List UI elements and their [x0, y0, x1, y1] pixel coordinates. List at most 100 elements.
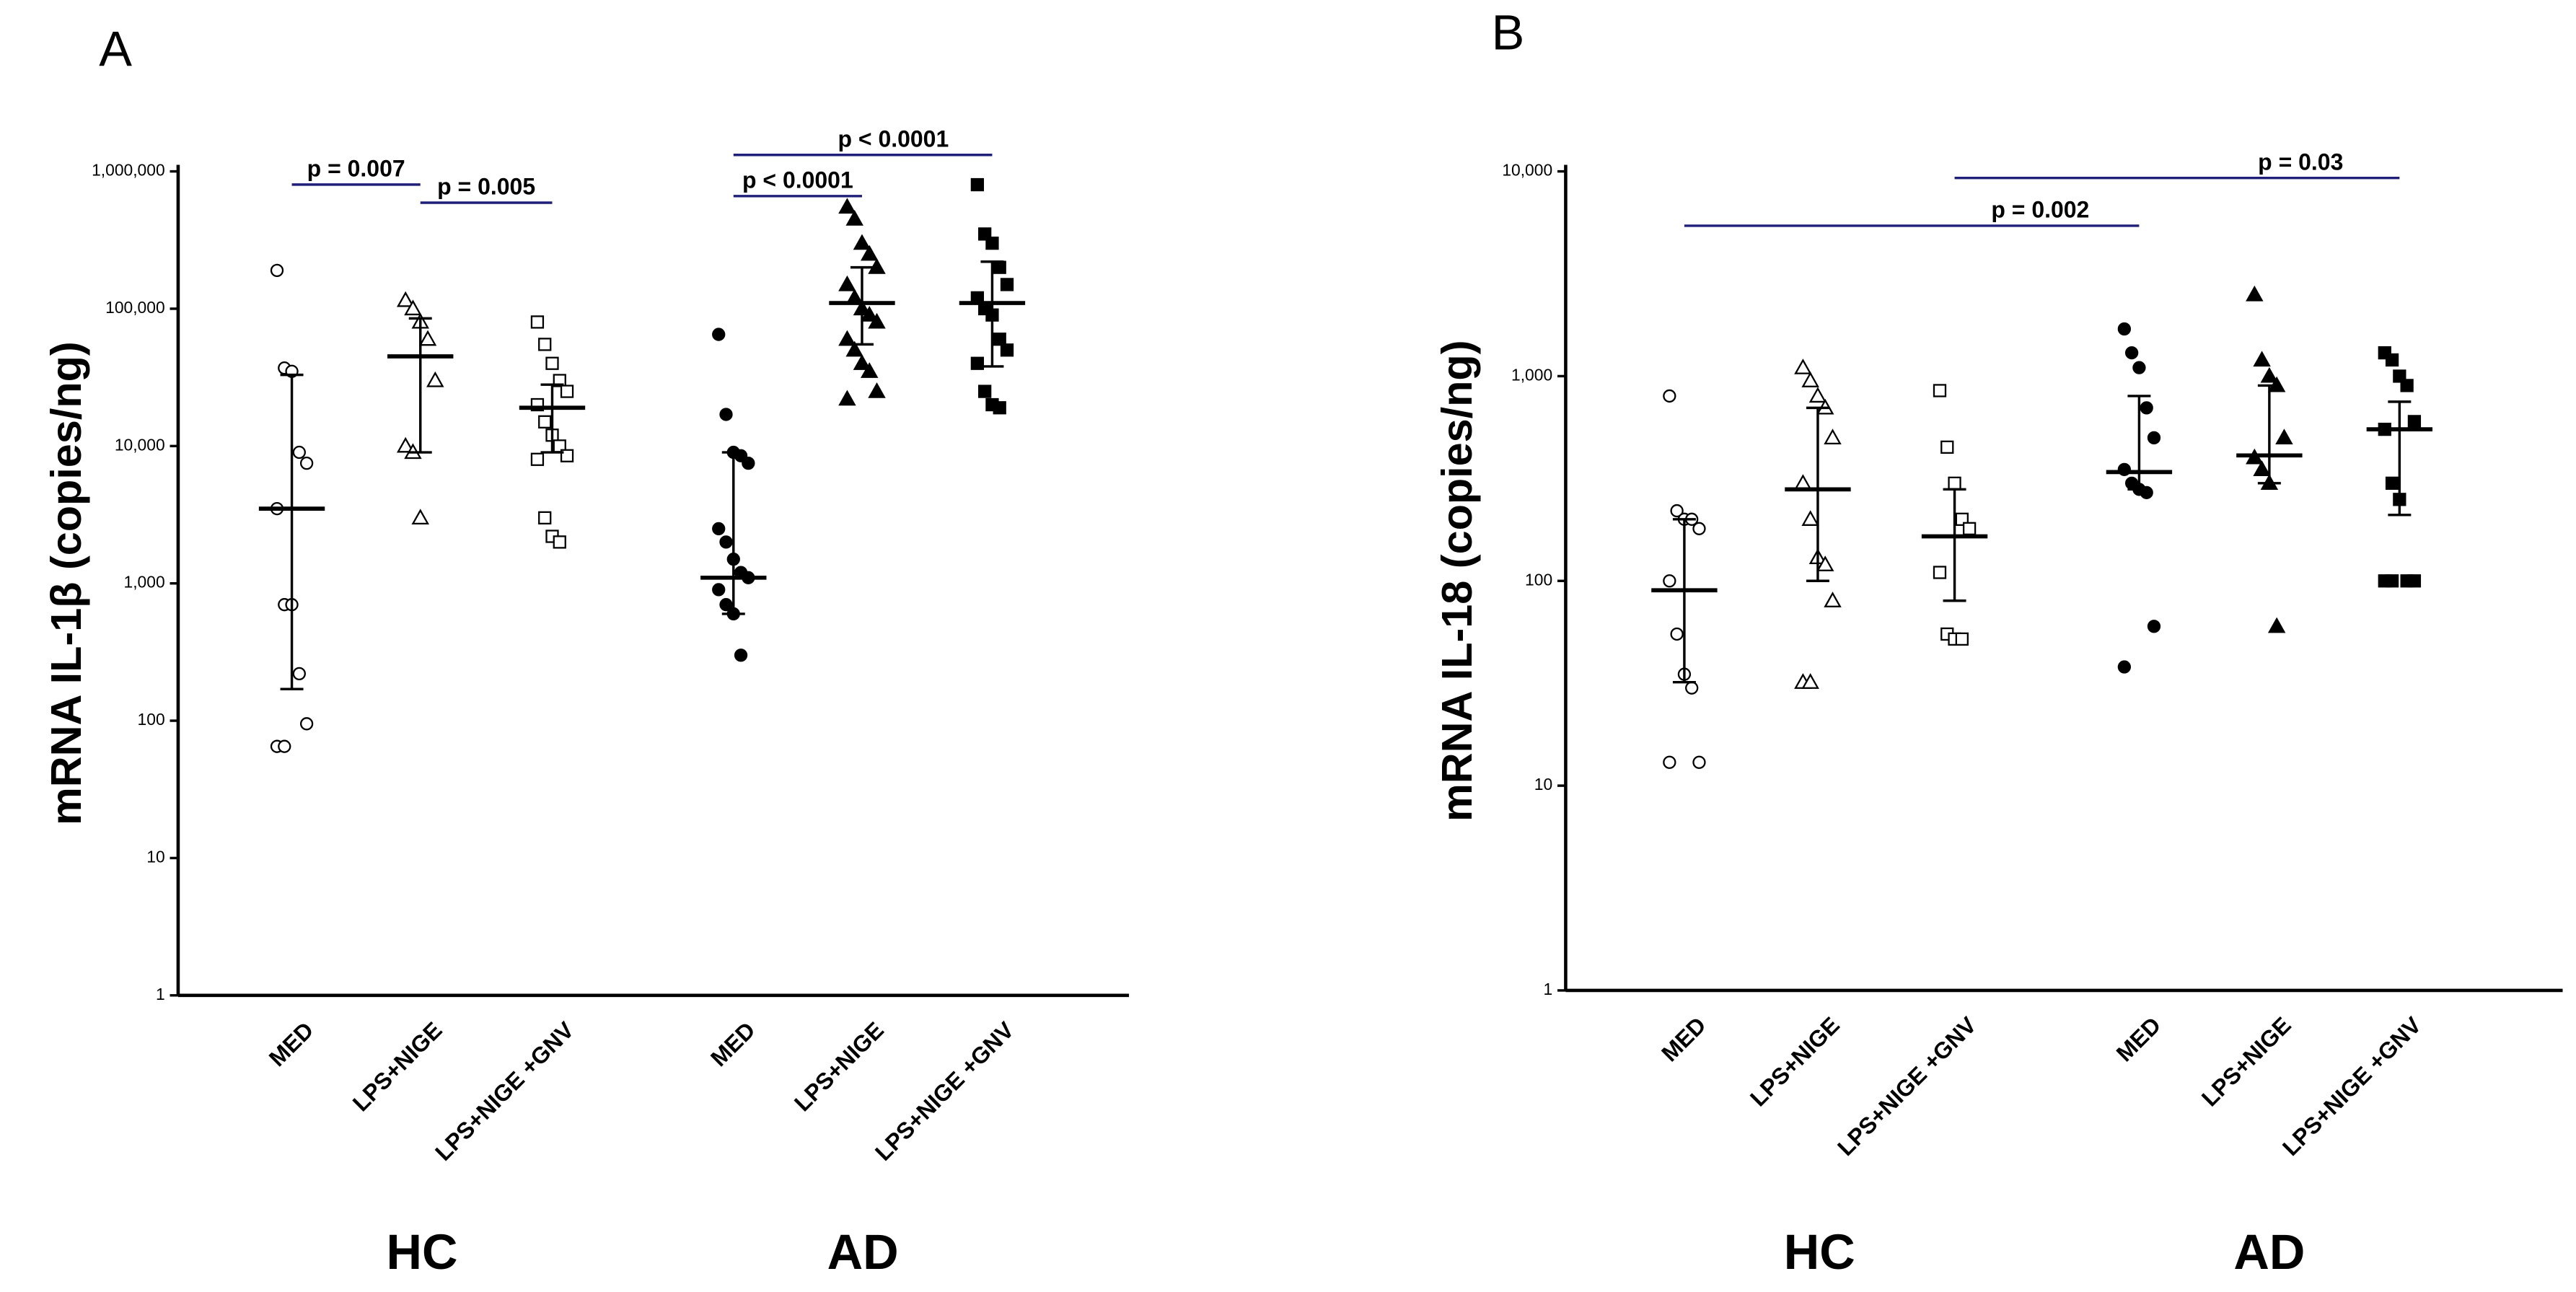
- data-point: [560, 384, 574, 398]
- y-tick-label: 10: [146, 847, 164, 866]
- group-label: AD: [2233, 1224, 2305, 1280]
- x-tick-label: LPS+NIGE +GNV: [1832, 1011, 1982, 1161]
- y-tick-label: 1,000: [124, 573, 165, 592]
- data-point: [1816, 555, 1834, 571]
- y-tick-label: 1,000,000: [92, 161, 165, 180]
- data-point: [1940, 440, 1954, 454]
- data-point: [985, 236, 999, 250]
- data-point: [538, 511, 552, 524]
- x-tick-label: LPS+NIGE: [1745, 1012, 1845, 1112]
- x-tick-label: LPS+NIGE +GNV: [870, 1016, 1019, 1166]
- data-point: [2275, 429, 2293, 445]
- y-tick-label: 1,000: [1511, 365, 1552, 384]
- data-point: [1824, 429, 1842, 445]
- data-point: [845, 340, 863, 357]
- data-point: [1801, 372, 1819, 387]
- data-point: [712, 328, 726, 341]
- data-point: [299, 456, 314, 470]
- y-tick-label: 10,000: [1502, 161, 1552, 180]
- data-point: [2117, 322, 2131, 336]
- y-tick-label: 1: [156, 985, 165, 1003]
- p-value: p = 0.002: [1991, 197, 2089, 223]
- y-axis-label: mRNA IL-1β (copies/ng): [42, 341, 90, 825]
- data-point: [1685, 681, 1699, 695]
- data-point: [553, 535, 566, 549]
- data-point: [861, 362, 879, 378]
- data-point: [538, 415, 552, 429]
- data-point: [1692, 755, 1706, 769]
- data-point: [530, 315, 545, 329]
- y-tick-label: 1: [1543, 980, 1552, 998]
- x-tick-label: MED: [264, 1017, 319, 1072]
- panel-label: A: [99, 21, 132, 76]
- data-point: [1808, 387, 1827, 403]
- data-point: [270, 263, 284, 278]
- data-point: [712, 583, 726, 597]
- data-point: [2260, 366, 2279, 383]
- data-point: [1962, 522, 1977, 535]
- data-point: [2385, 476, 2399, 490]
- data-point: [853, 234, 871, 250]
- data-point: [404, 299, 422, 316]
- group-label: AD: [827, 1224, 899, 1280]
- y-tick-label: 10: [1534, 775, 1552, 794]
- data-point: [712, 522, 726, 536]
- group-label: HC: [1784, 1224, 1855, 1280]
- data-point: [2140, 401, 2153, 415]
- data-point: [1670, 504, 1684, 518]
- p-value: p < 0.0001: [838, 126, 949, 151]
- data-point: [1692, 522, 1706, 535]
- data-point: [396, 436, 415, 453]
- p-value: p = 0.03: [2258, 149, 2343, 175]
- data-point: [426, 371, 444, 387]
- data-point: [1955, 632, 1969, 646]
- data-point: [2253, 460, 2271, 476]
- data-point: [278, 739, 291, 753]
- data-point: [1948, 476, 1961, 490]
- data-point: [292, 445, 306, 460]
- data-point: [970, 177, 985, 192]
- data-point: [993, 401, 1006, 415]
- p-value: p = 0.005: [437, 174, 535, 200]
- data-point: [1933, 566, 1947, 579]
- data-point: [396, 291, 415, 307]
- data-point: [1000, 278, 1014, 291]
- data-point: [2147, 431, 2161, 445]
- data-point: [1824, 592, 1842, 607]
- x-tick-label: LPS+NIGE +GNV: [430, 1016, 579, 1166]
- data-point: [1794, 474, 1812, 490]
- data-point: [838, 275, 856, 291]
- data-point: [2385, 574, 2399, 588]
- y-tick-label: 10,000: [115, 435, 165, 454]
- data-point: [538, 338, 552, 351]
- data-point: [2407, 415, 2422, 429]
- data-point: [530, 452, 545, 466]
- data-point: [292, 667, 306, 681]
- data-point: [853, 354, 871, 370]
- data-point: [1801, 673, 1819, 689]
- x-tick-label: LPS+NIGE: [789, 1017, 889, 1117]
- data-point: [719, 535, 733, 549]
- data-point: [1000, 343, 1014, 357]
- p-value: p < 0.0001: [742, 167, 853, 193]
- data-point: [2132, 361, 2146, 374]
- data-point: [993, 260, 1006, 274]
- data-point: [411, 509, 429, 524]
- data-point: [970, 356, 985, 370]
- data-point: [2267, 617, 2286, 633]
- data-point: [838, 198, 856, 214]
- x-tick-label: MED: [705, 1017, 760, 1072]
- data-point: [2246, 285, 2264, 302]
- data-point: [2147, 620, 2161, 633]
- data-point: [734, 649, 748, 662]
- x-tick-label: LPS+NIGE: [348, 1017, 447, 1117]
- data-point: [719, 598, 733, 612]
- data-point: [978, 384, 992, 398]
- data-point: [1801, 510, 1819, 526]
- data-point: [1663, 755, 1676, 769]
- data-point: [1663, 389, 1676, 403]
- x-tick-label: MED: [1656, 1012, 1711, 1067]
- data-point: [1794, 359, 1812, 374]
- y-tick-label: 100: [1525, 570, 1552, 589]
- data-point: [993, 333, 1006, 346]
